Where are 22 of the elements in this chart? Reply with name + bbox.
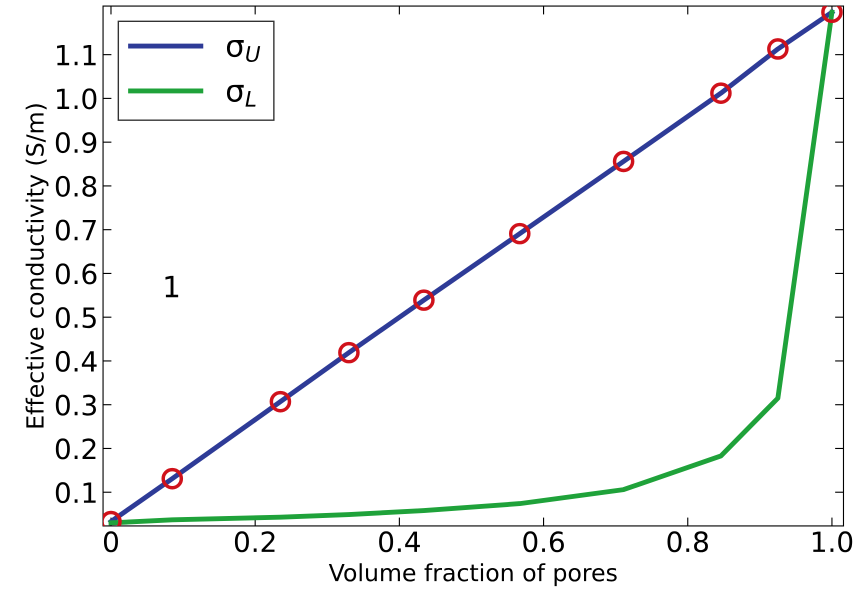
y-tick-label: 0.8 xyxy=(56,176,96,197)
y-tick-label: 1.0 xyxy=(57,88,96,110)
y-tick-label: 0.4 xyxy=(56,350,97,372)
x-tick-label: 0.4 xyxy=(379,531,420,552)
y-tick-label: 0.1 xyxy=(56,482,96,504)
y-tick-label: 1.1 xyxy=(57,44,96,66)
x-tick-label: 0.2 xyxy=(234,531,274,552)
y-tick-label: 0.9 xyxy=(56,132,96,154)
y-tick-label: 0.6 xyxy=(56,263,96,284)
x-axis-title: Volume fraction of pores xyxy=(328,563,617,586)
legend-label: σ$_{U}$ xyxy=(226,40,260,62)
y-tick-label: 0.5 xyxy=(56,307,96,328)
x-tick-label: 0 xyxy=(104,531,118,552)
y-tick-label: 0.3 xyxy=(56,394,96,416)
y-tick-label: 0.7 xyxy=(56,220,96,241)
x-tick-label: 0.6 xyxy=(523,531,564,552)
legend-label: σ$_{L}$ xyxy=(226,84,256,107)
y-tick-label: 0.2 xyxy=(56,438,96,460)
x-tick-label: 1.0 xyxy=(812,531,852,552)
x-tick-label: 0.8 xyxy=(668,531,708,552)
y-axis-title: Effective conductivity (S/m) xyxy=(26,104,48,428)
annotation: 1 xyxy=(165,276,178,298)
